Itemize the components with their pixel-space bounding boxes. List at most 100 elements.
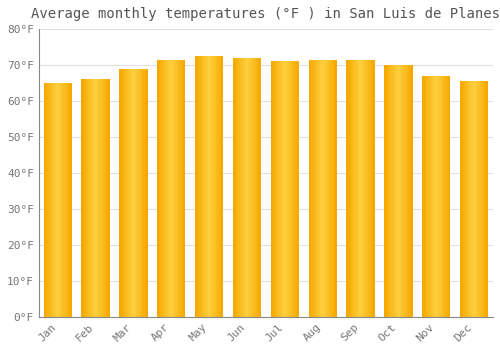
Bar [360,60,362,317]
Bar [358,60,359,317]
Bar [64,83,65,317]
Bar [242,58,244,317]
Bar [240,58,242,317]
Bar [83,79,84,317]
Bar [280,62,282,317]
Bar [162,60,163,317]
Bar [322,60,324,317]
Bar [449,76,450,317]
Bar [92,79,94,317]
Bar [355,60,356,317]
Bar [392,65,394,317]
Bar [102,79,104,317]
Bar [290,62,292,317]
Bar [134,69,135,317]
Bar [258,58,260,317]
Bar [244,58,246,317]
Bar [390,65,392,317]
Bar [366,60,368,317]
Bar [198,56,199,317]
Bar [145,69,146,317]
Bar [286,62,288,317]
Bar [334,60,336,317]
Bar [398,65,400,317]
Bar [84,79,86,317]
Bar [294,62,295,317]
Bar [289,62,290,317]
Bar [236,58,237,317]
Bar [50,83,52,317]
Bar [144,69,145,317]
Bar [132,69,134,317]
Bar [275,62,276,317]
Bar [65,83,66,317]
Bar [484,81,486,317]
Bar [160,60,162,317]
Bar [129,69,130,317]
Bar [487,81,488,317]
Bar [138,69,139,317]
Bar [125,69,126,317]
Bar [411,65,412,317]
Bar [97,79,98,317]
Bar [446,76,448,317]
Bar [354,60,355,317]
Bar [195,56,196,317]
Bar [282,62,284,317]
Bar [308,60,310,317]
Bar [346,60,348,317]
Bar [220,56,222,317]
Bar [292,62,294,317]
Bar [94,79,96,317]
Title: Average monthly temperatures (°F ) in San Luis de Planes: Average monthly temperatures (°F ) in Sa… [32,7,500,21]
Bar [356,60,358,317]
Bar [219,56,220,317]
Bar [470,81,472,317]
Bar [122,69,124,317]
Bar [370,60,372,317]
Bar [310,60,312,317]
Bar [210,56,212,317]
Bar [70,83,72,317]
Bar [222,56,224,317]
Bar [349,60,350,317]
Bar [430,76,432,317]
Bar [252,58,254,317]
Bar [48,83,49,317]
Bar [327,60,328,317]
Bar [260,58,261,317]
Bar [174,60,176,317]
Bar [426,76,428,317]
Bar [119,69,120,317]
Bar [386,65,387,317]
Bar [146,69,148,317]
Bar [182,60,184,317]
Bar [396,65,397,317]
Bar [332,60,334,317]
Bar [328,60,330,317]
Bar [248,58,250,317]
Bar [444,76,445,317]
Bar [205,56,206,317]
Bar [313,60,314,317]
Bar [279,62,280,317]
Bar [369,60,370,317]
Bar [170,60,172,317]
Bar [350,60,352,317]
Bar [60,83,62,317]
Bar [238,58,240,317]
Bar [474,81,476,317]
Bar [86,79,87,317]
Bar [206,56,208,317]
Bar [128,69,129,317]
Bar [295,62,296,317]
Bar [278,62,279,317]
Bar [467,81,468,317]
Bar [284,62,285,317]
Bar [164,60,166,317]
Bar [124,69,125,317]
Bar [52,83,54,317]
Bar [368,60,369,317]
Bar [234,58,235,317]
Bar [130,69,132,317]
